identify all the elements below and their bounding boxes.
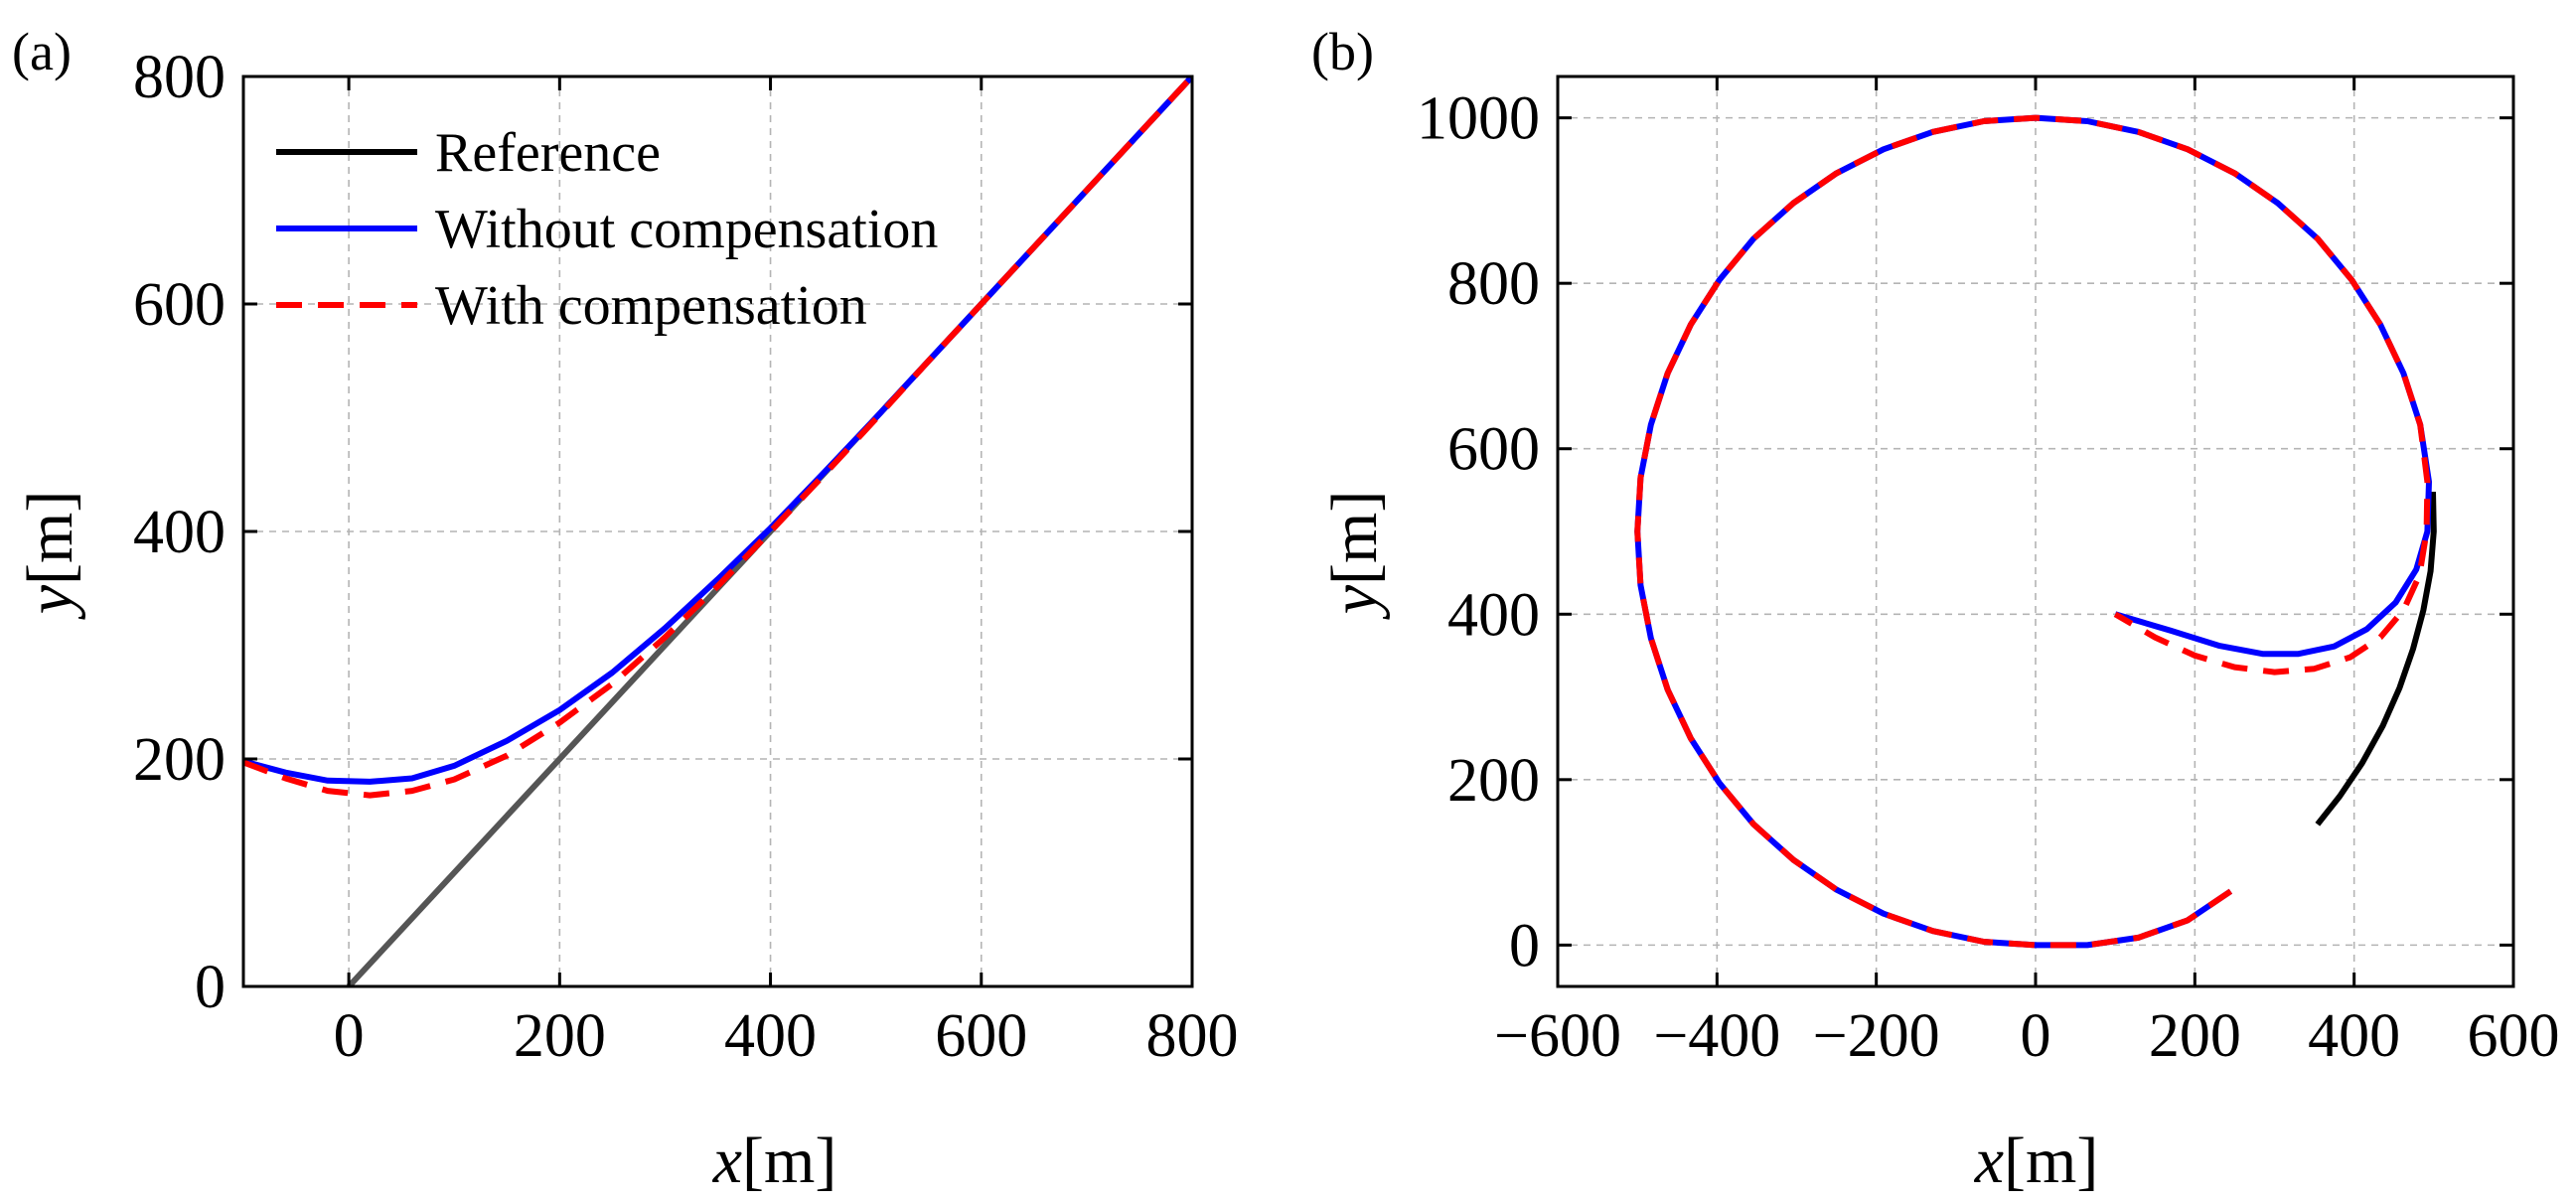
panel-b-ytick-label: 1000	[1417, 85, 1540, 153]
legend: Reference Without compensation With comp…	[276, 122, 938, 337]
panel-b-series-without-compensation	[1634, 114, 2432, 949]
panel-b-xtick-label: −600	[1494, 1002, 1621, 1070]
panel-b-xtick-label: 600	[2468, 1002, 2560, 1070]
panel-b-ticks: −600 −400 −200 0 200 400 600 0 200 400 600 800 1000	[1417, 76, 2560, 1070]
panel-a-xtick-label: 200	[514, 1002, 606, 1070]
legend-label-without-compensation: Without compensation	[435, 199, 938, 260]
panel-b-xtick-label: 0	[2021, 1002, 2051, 1070]
panel-b-ytick-label: 0	[1509, 912, 1540, 979]
panel-b-ylabel-var: y	[1318, 584, 1391, 620]
panel-a-ylabel: y[m]	[14, 491, 86, 621]
legend-label-reference: Reference	[435, 122, 661, 184]
panel-b-ylabel: y[m]	[1318, 491, 1391, 621]
panel-a-series	[243, 76, 1192, 986]
panel-a-ytick-label: 200	[133, 726, 226, 794]
panel-b-xtick-label: −200	[1813, 1002, 1940, 1070]
panel-a-xlabel-var: x	[712, 1125, 742, 1197]
panel-a-series-with-compensation	[243, 76, 1192, 799]
panel-a-ytick-label: 600	[133, 271, 226, 339]
panel-a-ytick-label: 400	[133, 499, 226, 566]
panel-a-xtick-label: 0	[334, 1002, 365, 1070]
panel-b-ylabel-unit: [m]	[1318, 491, 1391, 585]
panel-b-xlabel-var: x	[1974, 1125, 2004, 1197]
panel-b-series	[1634, 114, 2437, 949]
panel-a-xtick-label: 600	[935, 1002, 1027, 1070]
panel-a-xtick-label: 400	[724, 1002, 817, 1070]
panel-b-grid	[1558, 76, 2513, 986]
panel-b-xtick-label: 200	[2149, 1002, 2241, 1070]
panel-a-tag: (a)	[12, 22, 72, 81]
panel-b-xtick-label: −400	[1653, 1002, 1780, 1070]
panel-a-ylabel-unit: [m]	[14, 491, 86, 585]
panel-a-xtick-label: 800	[1146, 1002, 1239, 1070]
panel-b-xtick-label: 400	[2308, 1002, 2400, 1070]
panel-b-series-with-compensation	[1634, 114, 2431, 949]
panel-a-ticks: 0 200 400 600 800 0 200 400 600 800	[133, 44, 1239, 1070]
panel-a-xlabel-unit: [m]	[742, 1125, 836, 1197]
panel-b-ytick-label: 200	[1447, 747, 1540, 815]
panel-b-xlabel: x[m]	[1974, 1125, 2099, 1197]
panel-a-xlabel: x[m]	[712, 1125, 837, 1197]
panel-b-ytick-label: 400	[1447, 581, 1540, 649]
panel-a-ytick-label: 0	[195, 954, 226, 1021]
panel-b-ytick-label: 800	[1447, 250, 1540, 318]
panel-b-series-reference	[2315, 491, 2437, 827]
panel-b-chart: (b) −600 −400 −200 0 200 400 600 0 200 400 600 800 1…	[1311, 22, 2560, 1197]
panel-a-ytick-label: 800	[133, 44, 226, 111]
panel-a-series-without-compensation	[243, 76, 1192, 785]
legend-label-with-compensation: With compensation	[435, 275, 867, 337]
panel-b-ytick-label: 600	[1447, 416, 1540, 484]
panel-b-tag: (b)	[1311, 22, 1374, 81]
panel-a-ylabel-var: y	[14, 584, 86, 620]
panel-b-xlabel-unit: [m]	[2004, 1125, 2098, 1197]
